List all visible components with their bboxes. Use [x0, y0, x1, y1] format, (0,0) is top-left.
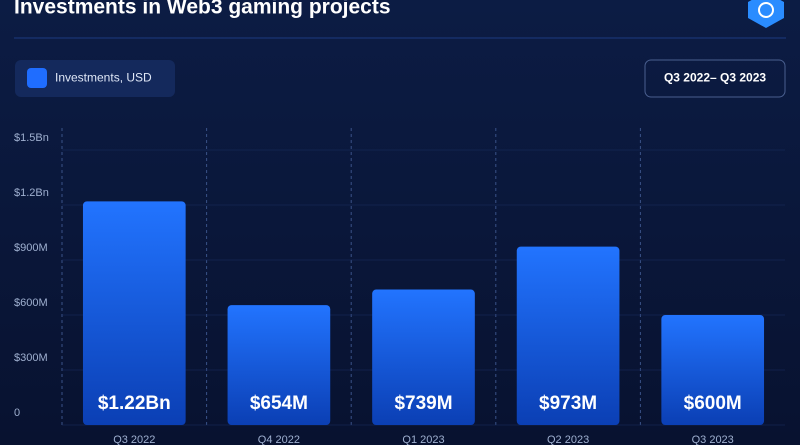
x-tick-label: Q4 2022 — [258, 434, 300, 445]
y-tick-label: $300M — [14, 352, 48, 364]
period-box — [644, 59, 786, 98]
y-tick-label: $900M — [14, 242, 48, 254]
x-tick-label: Q2 2023 — [547, 434, 589, 445]
bar — [661, 315, 765, 425]
logo — [748, 0, 784, 28]
x-tick-label: Q3 2022 — [113, 434, 155, 445]
x-tick-label: Q1 2023 — [402, 434, 444, 445]
legend-label: Investments, USD — [55, 71, 152, 85]
bar — [82, 201, 186, 425]
value-label: $1.22Bn — [98, 393, 171, 414]
value-label: $973M — [539, 393, 597, 414]
y-tick-label: $1.2Bn — [14, 187, 49, 199]
y-tick-label: 0 — [14, 407, 20, 419]
x-tick-label: Q3 2023 — [692, 434, 734, 445]
bar — [372, 289, 475, 425]
period-label: Q3 2022– Q3 2023 — [664, 71, 766, 85]
chart-title: Investments in Web3 gaming projects — [14, 0, 391, 19]
bar — [516, 246, 620, 425]
value-label: $600M — [684, 393, 742, 414]
legend-box — [15, 60, 175, 97]
y-tick-label: $600M — [14, 297, 48, 309]
value-label: $654M — [250, 393, 308, 414]
y-tick-label: $1.5Bn — [14, 132, 49, 144]
legend-swatch — [27, 68, 47, 88]
bar — [227, 305, 331, 425]
value-label: $739M — [394, 393, 452, 414]
